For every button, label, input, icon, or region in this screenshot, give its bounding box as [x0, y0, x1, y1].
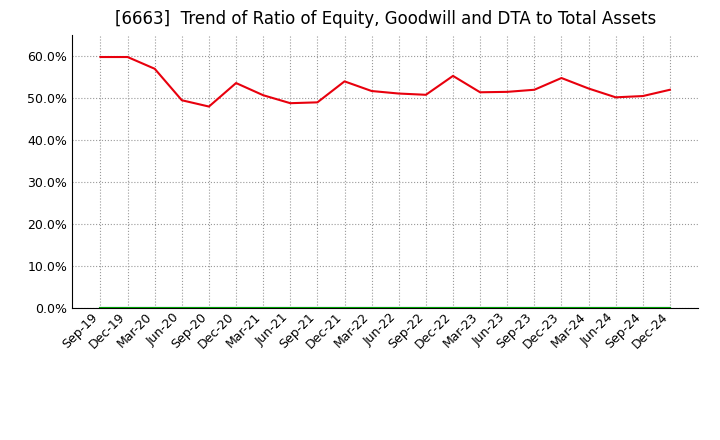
Deferred Tax Assets	[449, 305, 457, 311]
Equity	[204, 104, 213, 109]
Equity	[611, 95, 620, 100]
Goodwill	[611, 305, 620, 311]
Goodwill	[259, 305, 268, 311]
Deferred Tax Assets	[178, 305, 186, 311]
Equity	[665, 87, 674, 92]
Equity	[530, 87, 539, 92]
Title: [6663]  Trend of Ratio of Equity, Goodwill and DTA to Total Assets: [6663] Trend of Ratio of Equity, Goodwil…	[114, 10, 656, 28]
Equity	[178, 98, 186, 103]
Deferred Tax Assets	[313, 305, 322, 311]
Deferred Tax Assets	[421, 305, 430, 311]
Deferred Tax Assets	[150, 305, 159, 311]
Equity	[123, 55, 132, 60]
Goodwill	[584, 305, 593, 311]
Goodwill	[286, 305, 294, 311]
Equity	[341, 79, 349, 84]
Goodwill	[232, 305, 240, 311]
Equity	[232, 81, 240, 86]
Equity	[476, 90, 485, 95]
Equity	[96, 55, 105, 60]
Goodwill	[449, 305, 457, 311]
Goodwill	[557, 305, 566, 311]
Goodwill	[96, 305, 105, 311]
Deferred Tax Assets	[367, 305, 376, 311]
Goodwill	[503, 305, 511, 311]
Goodwill	[476, 305, 485, 311]
Equity	[421, 92, 430, 97]
Equity	[584, 86, 593, 91]
Equity	[557, 75, 566, 81]
Goodwill	[178, 305, 186, 311]
Goodwill	[395, 305, 403, 311]
Deferred Tax Assets	[341, 305, 349, 311]
Goodwill	[123, 305, 132, 311]
Deferred Tax Assets	[584, 305, 593, 311]
Deferred Tax Assets	[232, 305, 240, 311]
Goodwill	[313, 305, 322, 311]
Deferred Tax Assets	[639, 305, 647, 311]
Deferred Tax Assets	[611, 305, 620, 311]
Goodwill	[530, 305, 539, 311]
Goodwill	[150, 305, 159, 311]
Equity	[503, 89, 511, 95]
Line: Equity: Equity	[101, 57, 670, 106]
Deferred Tax Assets	[204, 305, 213, 311]
Deferred Tax Assets	[530, 305, 539, 311]
Equity	[259, 92, 268, 98]
Deferred Tax Assets	[123, 305, 132, 311]
Goodwill	[367, 305, 376, 311]
Deferred Tax Assets	[476, 305, 485, 311]
Goodwill	[665, 305, 674, 311]
Deferred Tax Assets	[286, 305, 294, 311]
Equity	[313, 100, 322, 105]
Equity	[395, 91, 403, 96]
Deferred Tax Assets	[503, 305, 511, 311]
Goodwill	[204, 305, 213, 311]
Equity	[639, 93, 647, 99]
Deferred Tax Assets	[665, 305, 674, 311]
Goodwill	[639, 305, 647, 311]
Deferred Tax Assets	[259, 305, 268, 311]
Goodwill	[341, 305, 349, 311]
Equity	[150, 66, 159, 71]
Equity	[367, 88, 376, 94]
Deferred Tax Assets	[96, 305, 105, 311]
Equity	[286, 101, 294, 106]
Equity	[449, 73, 457, 79]
Deferred Tax Assets	[557, 305, 566, 311]
Deferred Tax Assets	[395, 305, 403, 311]
Goodwill	[421, 305, 430, 311]
